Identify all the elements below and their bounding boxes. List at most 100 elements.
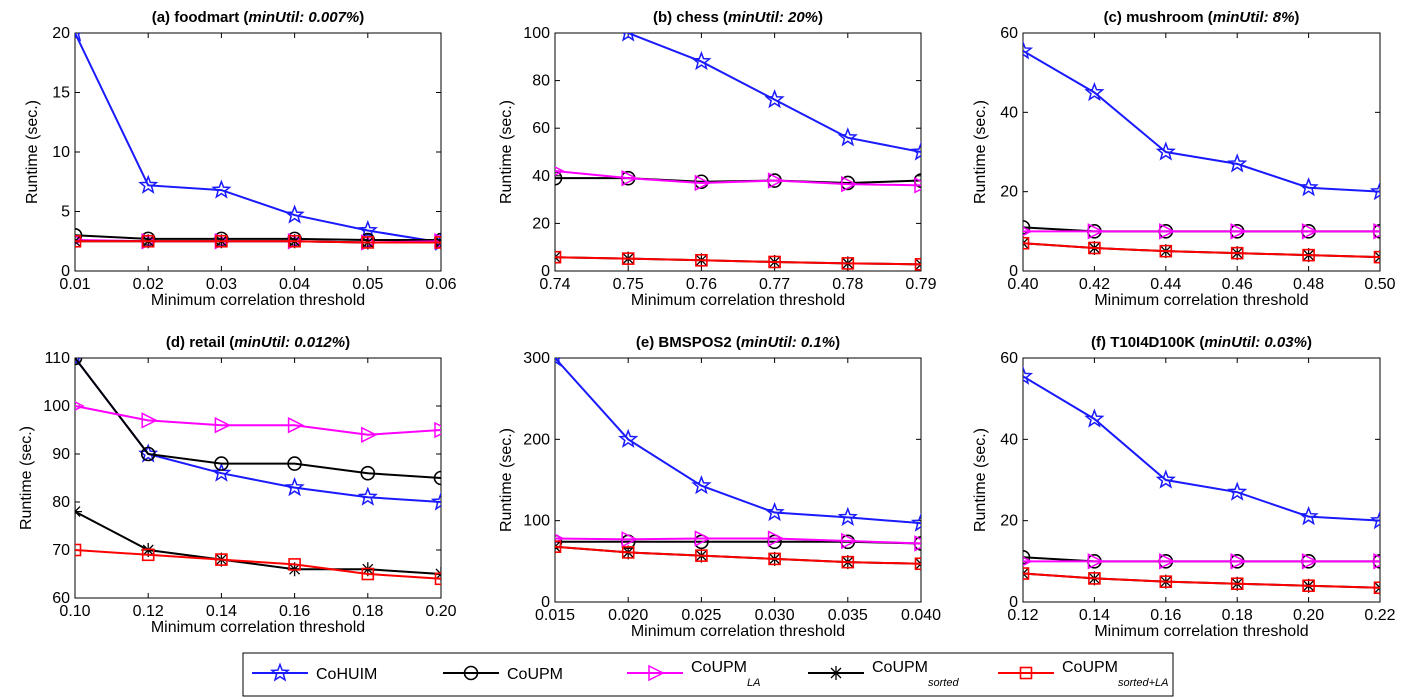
title-italic: minUtil: 0.007% (248, 9, 359, 26)
data-point-cohuim (211, 179, 232, 199)
legend-item-cohuim: CoHUIM (252, 662, 377, 683)
series-line-coupm_sorted_la (75, 240, 441, 244)
x-tick-label: 0.015 (535, 607, 575, 624)
data-point-coupm_sorted_la (555, 250, 562, 264)
series-line-coupm_sorted_la (555, 545, 921, 565)
x-axis-label: Minimum correlation threshold (631, 623, 845, 640)
y-axis-label: Runtime (sec.) (972, 100, 989, 204)
y-axis-label: Runtime (sec.) (498, 100, 515, 204)
series-group (555, 33, 921, 271)
data-point-cohuim (211, 462, 232, 482)
title-main: (d) retail ( (166, 334, 234, 351)
data-point-coupm_la (1301, 553, 1319, 570)
subplot-1: 0.01 0.02 0.03 0.04 0.05 0.06 0 5 10 15 20 Minimum … (24, 9, 457, 309)
data-point-coupm_la (75, 235, 85, 245)
y-tick-label: 300 (523, 350, 550, 367)
y-tick-label: 90 (52, 446, 70, 463)
legend-name: CoHUIM (316, 666, 377, 683)
data-point-coupm_la (555, 166, 565, 176)
data-point-coupm_sorted_la (361, 567, 375, 581)
title-italic: minUtil: 0.012% (234, 334, 345, 351)
x-tick-label: 0.18 (352, 603, 383, 620)
legend-item-coupm: CoUPM (443, 665, 563, 683)
data-point-coupm_la (214, 416, 232, 434)
title-italic: minUtil: 0.03% (1204, 334, 1307, 351)
x-tick-label: 0.20 (1293, 607, 1324, 624)
y-axis-label: Runtime (sec.) (972, 428, 989, 532)
y-tick-label: 10 (52, 144, 70, 161)
series-line-coupm_sorted (555, 545, 921, 565)
series-line-coupm_sorted (75, 510, 441, 575)
subplot-6: 0.12 0.14 0.16 0.18 0.20 0.22 0 20 40 60 Minimum c… (972, 334, 1396, 640)
legend-box (242, 652, 1174, 697)
legend-label: CoUPMLA (691, 659, 760, 689)
x-tick-label: 0.04 (279, 276, 310, 293)
x-tick-label: 0.06 (425, 276, 456, 293)
legend-label: CoHUIM (316, 666, 377, 683)
subplot-title: (d) retail (minUtil: 0.012%) (166, 334, 350, 351)
data-point-cohuim (1298, 505, 1319, 526)
y-tick-label: 40 (1000, 431, 1018, 448)
y-tick-label: 0 (541, 263, 550, 280)
y-tick-label: 20 (1000, 184, 1018, 201)
data-point-coupm_sorted_la (1023, 567, 1030, 580)
series-line-cohuim (624, 33, 921, 153)
legend-name: CoUPM (872, 659, 928, 676)
data-point-coupm_la (141, 412, 158, 429)
title-main: (a) foodmart ( (152, 9, 249, 26)
x-tick-label: 0.040 (901, 607, 941, 624)
subplot-title: (b) chess (minUtil: 20%) (653, 9, 823, 26)
data-point-coupm_sorted_la (215, 553, 228, 566)
data-point-coupm_sorted_la (1230, 577, 1244, 591)
data-point-coupm_la (841, 532, 858, 550)
data-point-coupm_la (694, 174, 712, 192)
plot-frame (554, 357, 922, 603)
series-line-coupm_sorted_la (75, 549, 441, 580)
y-tick-label: 60 (532, 120, 550, 137)
data-point-coupm (1023, 220, 1031, 235)
y-tick-label: 15 (52, 85, 70, 102)
y-tick-label: 0 (1009, 594, 1018, 611)
legend-marker-coupm (463, 665, 479, 681)
data-point-coupm_la (1023, 226, 1033, 237)
data-point-coupm_la (1373, 223, 1380, 240)
series-line-cohuim (75, 33, 441, 244)
y-tick-label: 40 (532, 168, 550, 185)
data-point-coupm_la (914, 177, 921, 194)
title-italic: minUtil: 20% (728, 9, 818, 26)
x-tick-label: 0.40 (1007, 276, 1038, 293)
data-point-cohuim (910, 512, 921, 532)
y-tick-label: 80 (52, 494, 70, 511)
series-group (75, 358, 441, 586)
legend-subscript: sorted+LA (1118, 677, 1168, 689)
title-end: ) (835, 334, 840, 351)
data-point-coupm_sorted_la (621, 546, 635, 559)
data-point-coupm_sorted_la (841, 257, 855, 270)
x-tick-label: 0.12 (133, 603, 164, 620)
x-tick-label: 0.74 (539, 276, 570, 293)
x-axis-label: Minimum correlation threshold (151, 619, 365, 636)
data-point-coupm (287, 456, 302, 471)
data-point-coupm_sorted_la (914, 258, 921, 271)
y-tick-label: 80 (532, 73, 550, 90)
subplot-3: 0.40 0.42 0.44 0.46 0.48 0.50 0 20 40 60 Minimum c… (972, 9, 1396, 309)
data-point-coupm_sorted_la (75, 543, 82, 557)
plot-frame (1022, 32, 1381, 272)
data-point-cohuim (284, 476, 305, 497)
subplot-4: 0.10 0.12 0.14 0.16 0.18 0.20 60 70 80 90 100 110 Mi… (18, 334, 457, 636)
data-point-cohuim (430, 491, 441, 511)
data-point-coupm_sorted_la (1302, 579, 1315, 593)
legend-item-coupm_la: CoUPMLA (627, 659, 760, 689)
x-tick-label: 0.46 (1222, 276, 1253, 293)
data-point-coupm (360, 465, 376, 481)
data-point-coupm_sorted_la (361, 236, 375, 249)
x-tick-label: 0.22 (1364, 607, 1395, 624)
subplot-5: 0.015 0.020 0.025 0.030 0.035 0.040 0 100 200 300… (498, 334, 941, 640)
series-group (1023, 365, 1380, 595)
data-point-coupm_sorted_la (1159, 244, 1173, 258)
x-tick-label: 0.03 (206, 276, 237, 293)
series-line-cohuim (1023, 375, 1380, 522)
data-point-coupm_sorted_la (1373, 250, 1380, 264)
legend-marker-cohuim (269, 662, 291, 682)
data-point-coupm_la (75, 401, 85, 411)
